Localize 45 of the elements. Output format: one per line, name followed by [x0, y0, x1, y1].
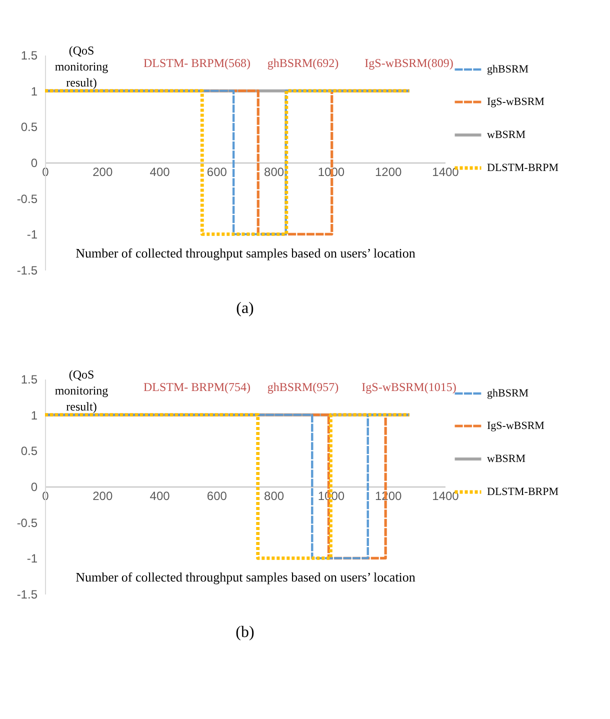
x-tick-label: 200	[92, 165, 113, 179]
annotation: ghBSRM(957)	[267, 380, 339, 394]
y-tick-label: -1	[26, 228, 38, 242]
y-tick-label: 0	[30, 480, 38, 494]
x-tick-label: 600	[206, 165, 228, 179]
legend-label: wBSRM	[487, 453, 526, 465]
y-axis-title: (QoS monitoring result)	[54, 368, 108, 414]
text: (a)	[236, 300, 254, 317]
y-tick-label: 1.5	[20, 372, 38, 386]
y-tick-label: 1.5	[20, 48, 38, 62]
annotation: IgS-wBSRM(809)	[364, 56, 454, 70]
legend-label: IgS-wBSRM	[487, 96, 545, 108]
y-tick-label: -1	[26, 552, 38, 566]
annotation: ghBSRM(692)	[267, 56, 339, 70]
x-tick-label: 600	[206, 489, 228, 503]
x-tick-label: 800	[264, 165, 284, 179]
x-tick-label: 400	[150, 165, 170, 179]
legend-label: DLSTM-BRPM	[487, 162, 559, 174]
y-tick-label: -1.5	[16, 264, 38, 278]
x-tick-label: 1200	[375, 165, 402, 179]
y-tick-label: 1	[30, 84, 38, 98]
annotation: DLSTM- BRPM(754)	[143, 380, 251, 394]
legend-label: ghBSRM	[487, 388, 529, 400]
y-tick-label: 0.5	[20, 444, 38, 458]
legend-label: IgS-wBSRM	[487, 420, 545, 432]
y-tick-label: 0	[30, 156, 38, 170]
x-axis-title: Number of collected throughput samples based on users’ location	[76, 570, 416, 584]
x-tick-label: 1400	[432, 489, 460, 503]
y-tick-label: -1.5	[16, 588, 38, 602]
text: (b)	[236, 624, 254, 641]
x-tick-label: 1400	[432, 165, 460, 179]
x-tick-label: 200	[92, 489, 113, 503]
y-axis-title: (QoS monitoring result)	[54, 44, 108, 90]
annotation: DLSTM- BRPM(568)	[143, 56, 251, 70]
legend-label: wBSRM	[487, 129, 526, 141]
legend-label: ghBSRM	[487, 64, 529, 76]
x-tick-label: 400	[150, 489, 170, 503]
x-axis-title: Number of collected throughput samples based on users’ location	[76, 246, 416, 260]
y-tick-label: -0.5	[16, 192, 38, 206]
y-tick-label: 0.5	[20, 120, 38, 134]
x-tick-label: 800	[264, 489, 284, 503]
y-tick-label: 1	[30, 408, 38, 422]
annotation: IgS-wBSRM(1015)	[362, 380, 456, 394]
y-tick-label: -0.5	[16, 516, 38, 530]
legend-label: DLSTM-BRPM	[487, 486, 559, 498]
